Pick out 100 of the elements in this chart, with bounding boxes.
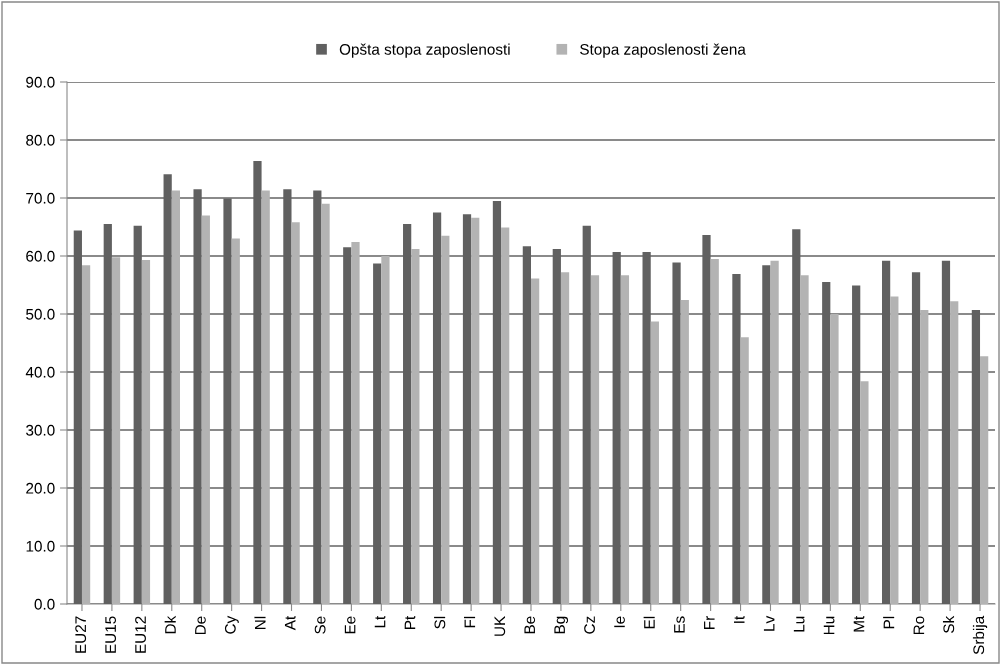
y-tick-label: 10.0 <box>26 540 55 552</box>
x-tick-label: Mt <box>853 615 865 632</box>
bar <box>141 260 151 604</box>
bar <box>201 215 210 604</box>
x-tick-label: EU27 <box>75 616 87 653</box>
bar <box>223 198 232 604</box>
bar <box>732 273 741 604</box>
bar <box>313 190 322 604</box>
x-tick-label: Cz <box>584 616 595 634</box>
bar <box>492 200 502 604</box>
x-tick-label: Dk <box>164 615 176 634</box>
y-tick-label: 80.0 <box>26 134 55 146</box>
x-tick-label: Sl <box>434 616 446 629</box>
x-tick-label: Cy <box>224 615 239 634</box>
x-tick-label: Lu <box>793 616 805 632</box>
bar <box>253 160 262 604</box>
x-tick-label: Hu <box>823 616 835 635</box>
bar <box>522 246 531 604</box>
x-tick-label: Pl <box>883 616 895 629</box>
bar <box>680 300 689 604</box>
bar <box>411 249 420 604</box>
bar <box>163 174 172 604</box>
bar <box>971 309 981 604</box>
bar <box>501 227 510 604</box>
bar <box>911 272 921 604</box>
bar <box>800 275 809 604</box>
bar <box>343 247 352 604</box>
bar <box>860 381 869 604</box>
bar <box>612 251 621 604</box>
bar <box>81 265 91 604</box>
bar <box>792 229 801 604</box>
y-tick-label: 0.0 <box>34 598 55 610</box>
bar <box>620 275 630 604</box>
y-tick-label: 70.0 <box>26 192 55 204</box>
bar <box>642 251 651 604</box>
legend-label: Stopa zaposlenosti žena <box>580 43 746 58</box>
bar <box>133 225 142 604</box>
x-tick-label: At <box>284 615 296 631</box>
bar <box>950 301 959 604</box>
bar <box>403 224 412 604</box>
bar <box>321 203 330 604</box>
bar <box>351 242 360 604</box>
bar <box>590 275 600 604</box>
bar <box>552 249 561 604</box>
x-tick-label: Lv <box>763 615 775 631</box>
bar <box>830 314 839 604</box>
bar <box>762 265 771 604</box>
x-tick-label: Sk <box>942 615 955 633</box>
bar <box>920 309 929 604</box>
bar <box>770 260 779 604</box>
x-tick-label: UK <box>494 615 506 636</box>
x-tick-label: EU15 <box>105 616 116 653</box>
bar <box>941 260 951 604</box>
bar <box>462 214 472 604</box>
bar <box>890 296 899 604</box>
x-tick-label: Bg <box>554 616 569 634</box>
bar <box>531 278 540 604</box>
x-tick-label: Ie <box>614 616 625 628</box>
bar <box>171 190 181 604</box>
x-tick-label: Es <box>674 616 685 633</box>
bar <box>291 222 300 604</box>
x-tick-label: Lt <box>374 615 386 628</box>
x-tick-label: Be <box>524 616 536 634</box>
x-tick-label: It <box>733 615 745 623</box>
x-tick-label: Se <box>314 616 326 634</box>
x-tick-label: Ee <box>344 616 356 634</box>
bar <box>261 190 270 604</box>
bar <box>193 189 202 604</box>
y-tick-label: 60.0 <box>26 250 55 262</box>
bar <box>980 356 989 604</box>
bar <box>373 263 382 604</box>
bar <box>650 321 659 604</box>
y-tick-label: 20.0 <box>26 482 55 494</box>
bar <box>231 238 240 604</box>
bar <box>702 235 711 604</box>
bar <box>283 189 292 604</box>
bar <box>471 217 480 604</box>
x-tick-label: Srbija <box>972 615 988 655</box>
x-tick-label: Fl <box>464 616 476 628</box>
x-tick-label: Pt <box>404 615 416 629</box>
y-tick-label: 30.0 <box>26 424 55 436</box>
bar <box>73 230 82 604</box>
x-tick-label: Fr <box>704 616 715 629</box>
x-tick-label: EU12 <box>135 616 146 653</box>
y-tick-label: 50.0 <box>26 308 55 320</box>
bar <box>432 212 442 604</box>
bar <box>740 337 749 604</box>
legend-label: Opšta stopa zaposlenosti <box>339 43 510 58</box>
bar <box>103 224 112 604</box>
bar <box>582 225 591 604</box>
bar <box>381 256 390 604</box>
x-tick-label: El <box>643 616 655 629</box>
bar <box>560 272 570 604</box>
bar <box>710 258 719 604</box>
y-tick-label: 40.0 <box>25 366 55 378</box>
x-tick-label: Ro <box>913 616 925 635</box>
bar <box>852 285 861 604</box>
x-tick-label: Nl <box>254 616 266 629</box>
bar <box>111 257 121 604</box>
bar <box>672 262 681 604</box>
